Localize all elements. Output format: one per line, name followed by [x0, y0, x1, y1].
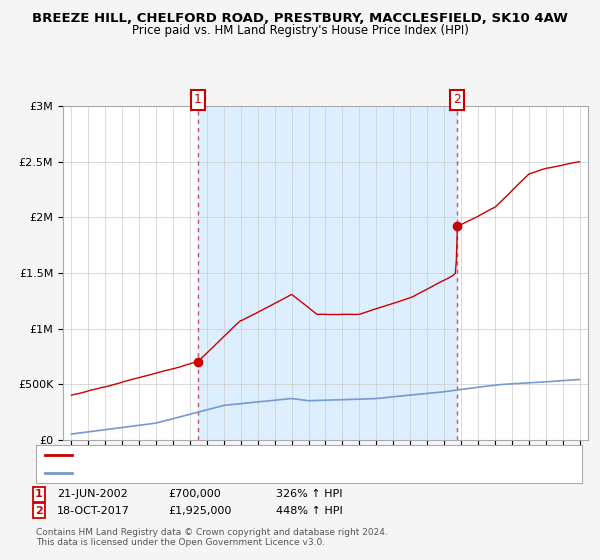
Text: 1: 1 — [194, 94, 202, 106]
Text: 448% ↑ HPI: 448% ↑ HPI — [276, 506, 343, 516]
Text: Contains HM Land Registry data © Crown copyright and database right 2024.
This d: Contains HM Land Registry data © Crown c… — [36, 528, 388, 547]
Text: 1: 1 — [35, 489, 43, 500]
Text: 326% ↑ HPI: 326% ↑ HPI — [276, 489, 343, 500]
Text: £1,925,000: £1,925,000 — [168, 506, 232, 516]
Text: £700,000: £700,000 — [168, 489, 221, 500]
Bar — [198, 106, 457, 440]
Text: 2: 2 — [35, 506, 43, 516]
Text: HPI: Average price, detached house, Cheshire East: HPI: Average price, detached house, Ches… — [77, 468, 341, 478]
Text: 18-OCT-2017: 18-OCT-2017 — [57, 506, 130, 516]
Text: BREEZE HILL, CHELFORD ROAD, PRESTBURY, MACCLESFIELD, SK10 4AW: BREEZE HILL, CHELFORD ROAD, PRESTBURY, M… — [32, 12, 568, 25]
Text: Price paid vs. HM Land Registry's House Price Index (HPI): Price paid vs. HM Land Registry's House … — [131, 24, 469, 37]
Text: 2: 2 — [454, 94, 461, 106]
Text: BREEZE HILL, CHELFORD ROAD, PRESTBURY, MACCLESFIELD, SK10 4AW (detached hous: BREEZE HILL, CHELFORD ROAD, PRESTBURY, M… — [77, 450, 536, 460]
Text: 21-JUN-2002: 21-JUN-2002 — [57, 489, 128, 500]
